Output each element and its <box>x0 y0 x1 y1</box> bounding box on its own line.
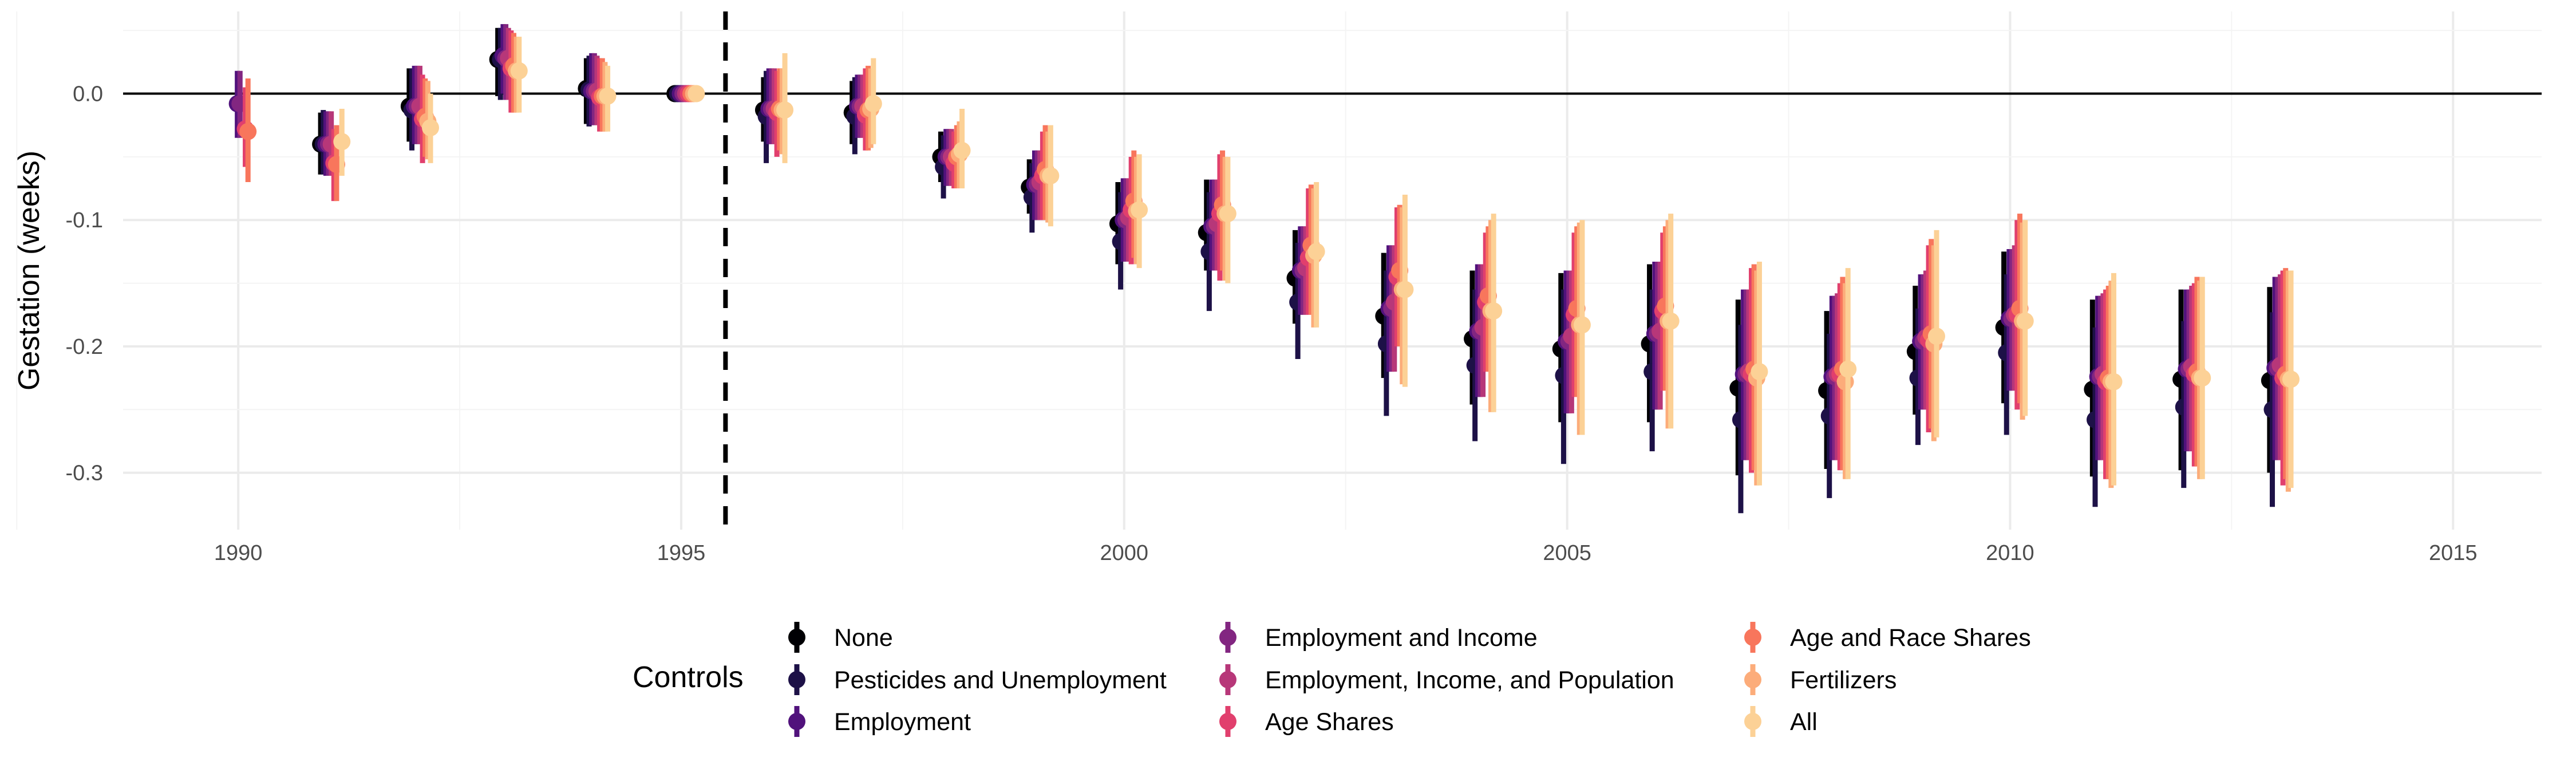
y-axis-title: Gestation (weeks) <box>13 151 46 391</box>
legend-item: Employment, Income, and Population <box>1219 664 1674 695</box>
data-point <box>1219 205 1236 223</box>
data-point <box>2105 373 2123 391</box>
data-point <box>599 87 617 105</box>
legend-label: Fertilizers <box>1790 666 1897 694</box>
legend-item: None <box>788 622 893 653</box>
data-point <box>510 62 528 80</box>
legend-label: Pesticides and Unemployment <box>834 666 1167 694</box>
legend-label: All <box>1790 708 1818 736</box>
legend-label: None <box>834 624 893 652</box>
data-point <box>1307 243 1325 261</box>
series-age-shares <box>236 30 2292 486</box>
legend-title: Controls <box>633 661 744 694</box>
y-tick-label: -0.3 <box>66 462 103 486</box>
legend-item: Employment <box>788 706 971 737</box>
legend-label: Employment, Income, and Population <box>1265 666 1674 694</box>
data-point <box>2194 369 2211 387</box>
y-tick-label: -0.1 <box>66 208 103 232</box>
x-tick-label: 1995 <box>657 541 706 565</box>
legend-item: Employment and Income <box>1219 622 1538 653</box>
legend-label: Employment <box>834 708 971 736</box>
legend-key-point <box>788 671 805 688</box>
data-point <box>1573 316 1591 334</box>
legend-key-point <box>788 629 805 646</box>
x-axis-ticks: 1990 1995 2000 2005 2010 2015 <box>214 541 2478 565</box>
series-all <box>333 37 2300 488</box>
data-point <box>1662 312 1680 330</box>
legend: Controls None Pesticides and Unemployment… <box>633 622 2031 737</box>
x-tick-label: 2000 <box>1100 541 1149 565</box>
legend-item: Pesticides and Unemployment <box>788 664 1167 695</box>
data-point <box>1927 328 1945 345</box>
data-point <box>1839 360 1857 378</box>
legend-key-point <box>1744 629 1761 646</box>
data-point <box>1042 167 1060 184</box>
x-tick-label: 2015 <box>2429 541 2478 565</box>
legend-label: Age Shares <box>1265 708 1394 736</box>
legend-key-point <box>1219 629 1236 646</box>
y-tick-label: -0.2 <box>66 335 103 359</box>
data-point <box>2282 370 2300 388</box>
legend-item: Age and Race Shares <box>1744 622 2031 653</box>
legend-label: Employment and Income <box>1265 624 1538 652</box>
legend-key-point <box>1744 671 1761 688</box>
legend-item: All <box>1744 706 1818 737</box>
legend-key-point <box>1219 713 1236 730</box>
y-axis-ticks: 0.0 -0.1 -0.2 -0.3 <box>66 82 103 485</box>
x-tick-label: 2005 <box>1543 541 1591 565</box>
series-employment-and-income <box>231 24 2286 460</box>
data-point <box>953 141 971 159</box>
data-point <box>1751 363 1768 381</box>
legend-key-point <box>1219 671 1236 688</box>
series-group <box>228 24 2300 514</box>
y-tick-label: 0.0 <box>73 82 103 106</box>
legend-label: Age and Race Shares <box>1790 624 2031 652</box>
series-employment <box>228 24 2284 460</box>
legend-item: Age Shares <box>1219 706 1394 737</box>
data-point <box>422 119 440 137</box>
grid <box>16 11 2542 530</box>
legend-item: Fertilizers <box>1744 664 1897 695</box>
data-point <box>776 101 794 119</box>
x-tick-label: 2010 <box>1986 541 2034 565</box>
data-point <box>688 85 705 102</box>
data-point <box>1131 201 1148 219</box>
data-point <box>1396 281 1414 298</box>
data-point <box>864 95 882 113</box>
x-tick-label: 1990 <box>214 541 263 565</box>
data-point <box>1485 302 1503 320</box>
legend-key-point <box>788 713 805 730</box>
series-age-and-race-shares <box>239 33 2294 479</box>
data-point <box>2016 312 2034 330</box>
data-point <box>333 133 351 151</box>
legend-key-point <box>1744 713 1761 730</box>
data-point <box>239 123 257 140</box>
